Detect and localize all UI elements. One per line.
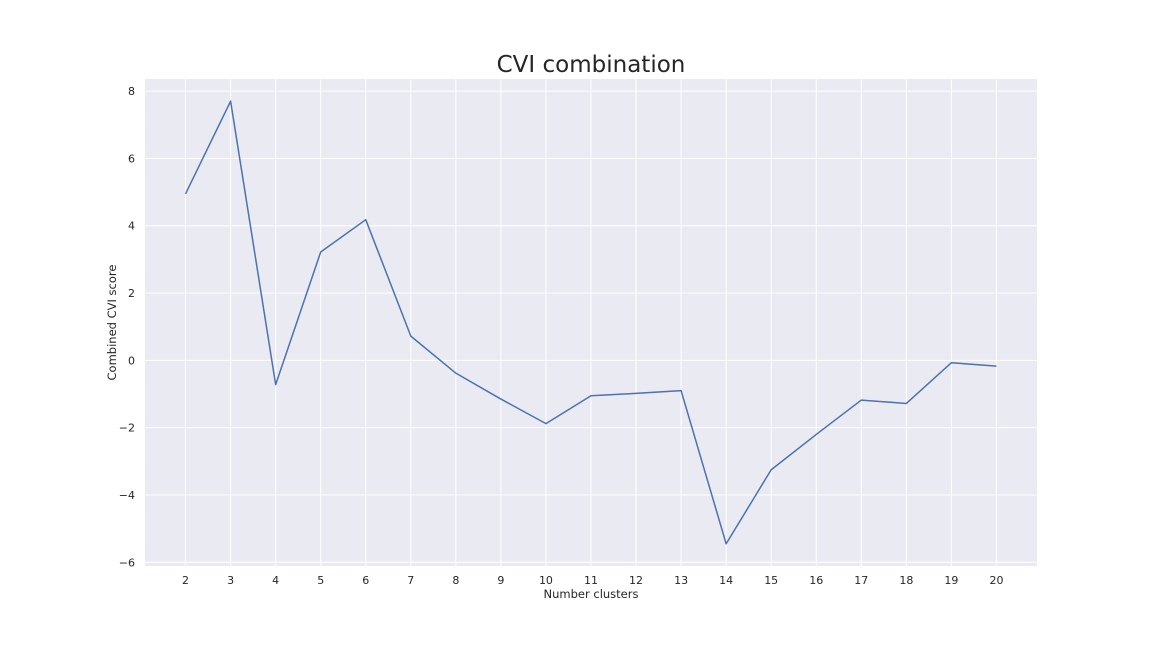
x-tick-label: 11: [584, 574, 598, 587]
y-tick-label: 6: [128, 152, 135, 165]
x-tick-label: 18: [899, 574, 913, 587]
x-tick-labels: 2 3 4 5 6 7 8 9 10 11 12 13 14 15 16 17 18 19 20: [182, 574, 1003, 587]
y-tick-label: 0: [128, 354, 135, 367]
x-tick-label: 12: [629, 574, 643, 587]
x-tick-label: 6: [362, 574, 369, 587]
x-tick-label: 16: [809, 574, 823, 587]
x-tick-label: 2: [182, 574, 189, 587]
chart-title: CVI combination: [497, 52, 686, 78]
series-layer: [184, 100, 997, 545]
y-tick-label: 4: [128, 220, 135, 233]
x-axis-label: Number clusters: [544, 587, 639, 601]
y-tick-label: −2: [119, 422, 135, 435]
y-tick-label: 2: [128, 287, 135, 300]
x-tick-label: 20: [989, 574, 1003, 587]
grid-lines: [145, 79, 1037, 566]
y-axis-label: Combined CVI score: [105, 265, 119, 381]
x-tick-label: 10: [539, 574, 553, 587]
x-tick-label: 19: [944, 574, 958, 587]
y-tick-label: −6: [119, 556, 135, 569]
x-tick-label: 8: [452, 574, 459, 587]
y-tick-label: 8: [128, 85, 135, 98]
x-tick-label: 15: [764, 574, 778, 587]
x-tick-label: 4: [272, 574, 279, 587]
series-line: [184, 100, 997, 545]
y-tick-label: −4: [119, 489, 135, 502]
x-tick-label: 5: [317, 574, 324, 587]
x-tick-label: 7: [407, 574, 414, 587]
x-tick-label: 9: [497, 574, 504, 587]
x-tick-label: 13: [674, 574, 688, 587]
x-tick-label: 17: [854, 574, 868, 587]
x-tick-label: 14: [719, 574, 733, 587]
y-tick-labels: −6 −4 −2 0 2 4 6 8: [119, 85, 135, 569]
x-tick-label: 3: [227, 574, 234, 587]
